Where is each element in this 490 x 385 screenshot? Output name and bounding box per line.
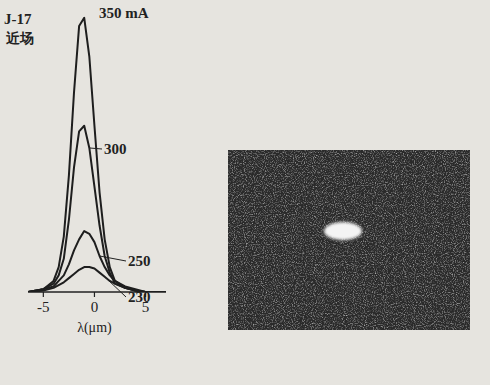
x-axis-label: λ(μm)	[77, 320, 112, 336]
x-tick	[43, 292, 44, 297]
series-label: 250	[128, 253, 151, 269]
leader-line	[105, 277, 126, 297]
title: J-17	[4, 11, 32, 27]
near-field-photo	[228, 150, 470, 330]
page: J-17近场-505λ(μm)350 mA300250230	[0, 0, 490, 385]
plot-lines	[28, 18, 166, 292]
intensity-curve	[28, 231, 166, 292]
leader-line	[100, 256, 126, 261]
series-label: 230	[128, 289, 151, 305]
x-tick-label: 0	[91, 299, 99, 315]
canvas: J-17近场-505λ(μm)350 mA300250230	[0, 0, 490, 385]
intensity-curve	[28, 126, 166, 292]
series-label: 300	[104, 141, 127, 157]
x-tick-label: -5	[37, 299, 50, 315]
x-tick	[94, 292, 95, 297]
leader-line	[89, 148, 102, 149]
intensity-curve	[28, 18, 166, 292]
subtitle: 近场	[5, 30, 34, 46]
series-label: 350 mA	[99, 5, 149, 21]
